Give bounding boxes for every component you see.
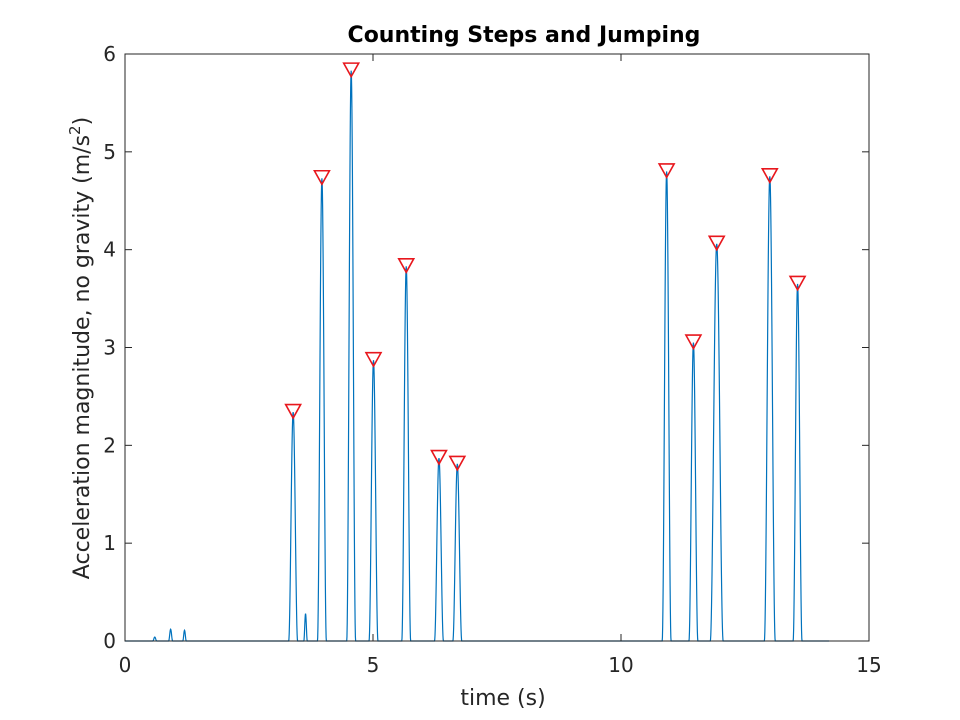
peak-marker [657,163,676,180]
chart-title: Counting Steps and Jumping [348,23,701,48]
peak-marker [313,169,331,186]
peak-marker [788,275,807,292]
peak-marker [448,455,467,472]
y-axis-label-main: Acceleration magnitude, no gravity (m/s [70,135,95,579]
y-tick-label: 3 [103,336,116,360]
x-tick-label: 0 [119,653,132,677]
peak-marker [707,235,726,252]
x-tick-label: 15 [856,653,881,677]
x-axis-label: time (s) [460,686,545,711]
y-axis-label: Acceleration magnitude, no gravity (m/s2… [66,117,95,579]
y-tick-label: 2 [103,433,116,457]
peak-marker [760,167,779,184]
y-axis-label-superscript: 2 [66,125,84,135]
plot-area [125,54,869,641]
y-tick-label: 0 [103,629,116,653]
y-tick-label: 4 [103,238,116,262]
peak-marker [284,403,303,420]
axes: 0 5 10 15 0 1 2 3 4 5 6 [103,42,881,677]
y-axis-label-suffix: ) [70,117,95,126]
peak-marker [342,62,361,79]
peak-marker [684,334,703,351]
y-tick-label: 1 [103,531,116,555]
peak-marker [397,257,416,274]
y-tick-label: 5 [103,140,116,164]
peak-marker [430,449,448,466]
x-tick-label: 10 [608,653,633,677]
x-tick-label: 5 [367,653,380,677]
peak-marker [364,351,383,368]
y-tick-label: 6 [103,42,116,66]
